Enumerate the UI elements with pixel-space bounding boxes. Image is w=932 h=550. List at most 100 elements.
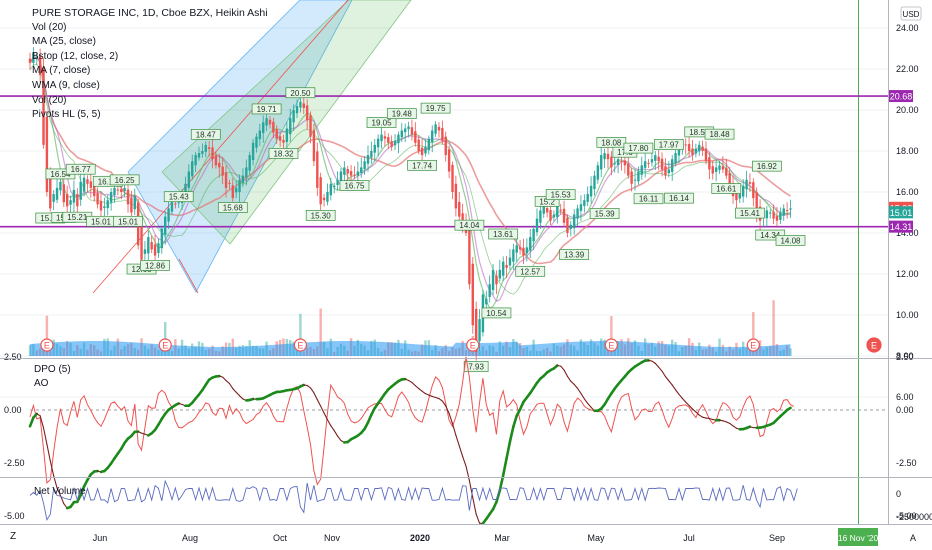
ao-segment xyxy=(222,376,227,382)
ao-segment xyxy=(472,497,477,515)
ao-segment xyxy=(435,396,440,400)
indicator-label[interactable]: MA (7, close) xyxy=(32,65,91,77)
dpo-label[interactable]: DPO (5) xyxy=(34,364,71,375)
ao-segment xyxy=(326,419,332,427)
pivot-label: 18.59 xyxy=(689,128,710,137)
candle-body xyxy=(471,263,474,326)
indicator-label[interactable]: Vol (20) xyxy=(32,94,67,106)
pivot-label-box xyxy=(623,142,654,154)
candle-body xyxy=(35,56,38,58)
pivot-label: 16.11 xyxy=(639,195,659,204)
candle-body xyxy=(640,165,643,175)
candle-body xyxy=(515,245,518,253)
main-legend: PURE STORAGE INC, 1D, Cboe BZX, Heikin A… xyxy=(32,6,268,123)
candle-body xyxy=(349,171,353,176)
candle-body xyxy=(451,164,454,192)
candle-body xyxy=(437,126,441,131)
candle-body xyxy=(268,119,272,125)
time-tick-label: May xyxy=(587,533,605,543)
ao-segment xyxy=(556,364,562,367)
indicator-label[interactable]: WMA (9, close) xyxy=(32,79,100,91)
pivot-label: 15.39 xyxy=(595,210,616,219)
ao-segment xyxy=(501,457,508,477)
ao-segment xyxy=(729,422,734,427)
pivot-label: 17.80 xyxy=(628,144,649,153)
candle-body xyxy=(522,247,525,256)
candle-body xyxy=(204,144,207,152)
earnings-marker-label: E xyxy=(750,341,756,351)
ao-segment xyxy=(455,434,460,447)
time-tick-label: Jul xyxy=(683,533,695,543)
candle-body xyxy=(772,211,775,219)
indicator-label[interactable]: Vol (20) xyxy=(32,21,67,33)
candle-body xyxy=(62,184,65,203)
ma-7-line xyxy=(29,56,791,310)
price-label-box xyxy=(889,206,913,219)
candle-body xyxy=(407,126,410,130)
osc-tick-label: -2.50 xyxy=(896,458,917,468)
net-volume-label[interactable]: Net Volume xyxy=(34,486,86,497)
ao-segment xyxy=(722,420,727,423)
volume-bar xyxy=(610,316,613,356)
candle-body xyxy=(508,257,512,266)
pivot-label: 16.18 xyxy=(98,177,119,186)
ao-segment xyxy=(675,389,680,395)
parallel-channel-inner xyxy=(161,0,412,245)
ao-segment xyxy=(239,395,244,400)
candle-body xyxy=(228,182,231,184)
candle-body xyxy=(69,200,72,205)
candle-body xyxy=(275,129,278,139)
pivot-label: 15.17 xyxy=(40,214,61,223)
candle-body xyxy=(197,153,201,158)
pivot-label-box xyxy=(481,307,512,319)
ao-segment xyxy=(587,402,592,408)
indicator-label[interactable]: Bstop (12, close, 2) xyxy=(32,50,119,62)
pivot-label: 14.34 xyxy=(760,231,781,240)
ao-segment xyxy=(178,402,183,406)
ao-label[interactable]: AO xyxy=(34,378,49,389)
candle-body xyxy=(238,179,241,192)
pivot-label-box xyxy=(109,174,140,186)
indicator-label[interactable]: MA (25, close) xyxy=(32,36,96,48)
drawings xyxy=(0,0,888,525)
ao-segment xyxy=(441,400,447,407)
pivot-label-box xyxy=(420,102,451,114)
candle-body xyxy=(76,194,79,207)
ao-segment xyxy=(320,405,325,414)
candle-body xyxy=(231,185,234,199)
pivot-label-box xyxy=(596,137,627,148)
ao-segment xyxy=(661,370,666,378)
candle-body xyxy=(366,155,370,164)
ao-segment xyxy=(56,487,61,496)
chart-title: PURE STORAGE INC, 1D, Cboe BZX, Heikin A… xyxy=(32,7,268,19)
candle-body xyxy=(329,183,333,196)
candle-body xyxy=(187,171,191,188)
candle-body xyxy=(660,158,664,170)
ao-segment xyxy=(688,404,694,410)
ao-segment xyxy=(408,379,413,383)
candle-body xyxy=(434,124,437,134)
candle-body xyxy=(491,269,495,290)
candle-body xyxy=(326,192,329,202)
candle-body xyxy=(545,207,549,213)
ao-segment xyxy=(232,388,237,393)
pivot-label: 18.47 xyxy=(196,130,217,139)
candle-body xyxy=(748,182,752,184)
pivot-label-box xyxy=(113,215,143,227)
ao-segment xyxy=(79,485,86,497)
ao-segment xyxy=(140,432,146,435)
candle-body xyxy=(360,167,363,174)
earnings-marker-circle xyxy=(466,338,480,352)
indicator-label[interactable]: Pivots HL (5, 5) xyxy=(32,109,101,121)
ao-segment xyxy=(174,402,181,407)
pivot-label: 10.54 xyxy=(486,309,507,318)
ao-segment xyxy=(306,384,312,389)
candle-body xyxy=(579,204,583,211)
candle-body xyxy=(775,216,779,221)
ma-25-line xyxy=(29,56,791,265)
ao-segment xyxy=(580,392,585,400)
pivot-label-box xyxy=(140,260,170,271)
candle-body xyxy=(721,166,725,170)
